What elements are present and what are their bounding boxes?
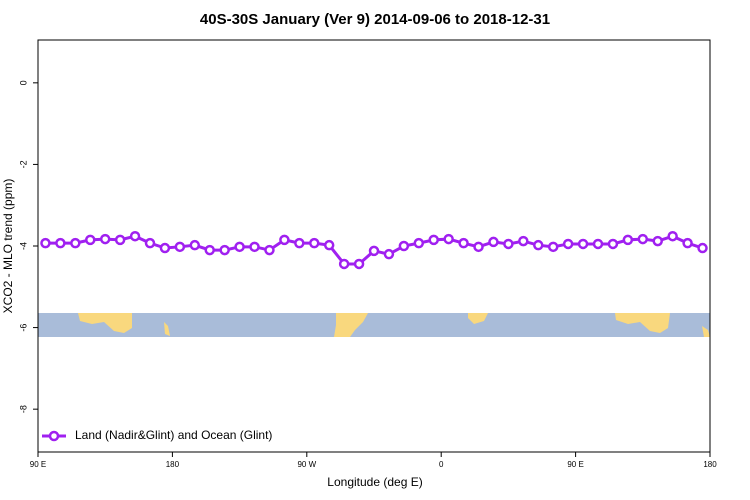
data-point bbox=[323, 239, 335, 251]
data-point bbox=[562, 238, 574, 250]
x-tick-label: 90 E bbox=[30, 460, 46, 469]
data-point bbox=[70, 237, 81, 249]
x-tick-label: 90 W bbox=[297, 460, 316, 469]
x-tick-label: 90 E bbox=[567, 460, 583, 469]
data-point bbox=[622, 234, 634, 246]
x-axis-label: Longitude (deg E) bbox=[327, 475, 422, 489]
data-point bbox=[55, 237, 66, 249]
data-point bbox=[85, 234, 96, 246]
data-point bbox=[682, 237, 693, 249]
y-tick-label: -4 bbox=[18, 242, 28, 250]
data-point bbox=[174, 241, 186, 253]
data-point bbox=[577, 238, 589, 250]
y-tick-label: -2 bbox=[18, 160, 28, 168]
data-point bbox=[338, 258, 350, 270]
data-point bbox=[99, 233, 111, 245]
data-point bbox=[353, 258, 365, 270]
data-point bbox=[264, 244, 275, 256]
data-point bbox=[309, 237, 320, 249]
data-point bbox=[592, 238, 604, 250]
legend-label: Land (Nadir&Glint) and Ocean (Glint) bbox=[75, 428, 272, 442]
data-point bbox=[667, 230, 678, 242]
data-point bbox=[189, 239, 201, 251]
map-strip bbox=[38, 313, 710, 337]
x-tick-label: 180 bbox=[703, 460, 717, 469]
x-tick-label: 180 bbox=[166, 460, 180, 469]
data-point bbox=[428, 234, 439, 246]
y-tick-label: -8 bbox=[18, 405, 28, 413]
data-point bbox=[488, 236, 499, 248]
data-point bbox=[234, 241, 245, 253]
data-point bbox=[398, 240, 410, 252]
data-point bbox=[383, 248, 395, 260]
data-point bbox=[443, 233, 454, 245]
data-point bbox=[294, 237, 305, 249]
x-tick-label: 0 bbox=[439, 460, 444, 469]
data-point bbox=[637, 233, 649, 245]
data-point bbox=[547, 241, 559, 253]
data-point bbox=[40, 237, 51, 249]
data-point bbox=[652, 235, 663, 247]
data-point bbox=[533, 239, 544, 251]
data-point bbox=[368, 245, 380, 257]
y-tick-label: -6 bbox=[18, 324, 28, 332]
data-point bbox=[249, 241, 260, 253]
data-point bbox=[473, 241, 484, 253]
y-axis-label: XCO2 - MLO trend (ppm) bbox=[1, 179, 15, 314]
data-point bbox=[279, 234, 290, 246]
data-point bbox=[413, 237, 425, 249]
data-point bbox=[518, 235, 529, 247]
data-point bbox=[219, 244, 230, 256]
chart-title: 40S-30S January (Ver 9) 2014-09-06 to 20… bbox=[200, 11, 550, 28]
data-point bbox=[159, 242, 171, 254]
data-point bbox=[114, 234, 126, 246]
data-point bbox=[503, 238, 514, 250]
y-tick-label: 0 bbox=[18, 80, 28, 85]
data-point bbox=[607, 238, 619, 250]
data-point bbox=[204, 244, 215, 256]
data-point bbox=[458, 237, 469, 249]
data-point bbox=[697, 242, 708, 254]
legend-marker bbox=[48, 430, 60, 442]
data-point bbox=[144, 237, 156, 249]
data-point bbox=[129, 230, 141, 242]
